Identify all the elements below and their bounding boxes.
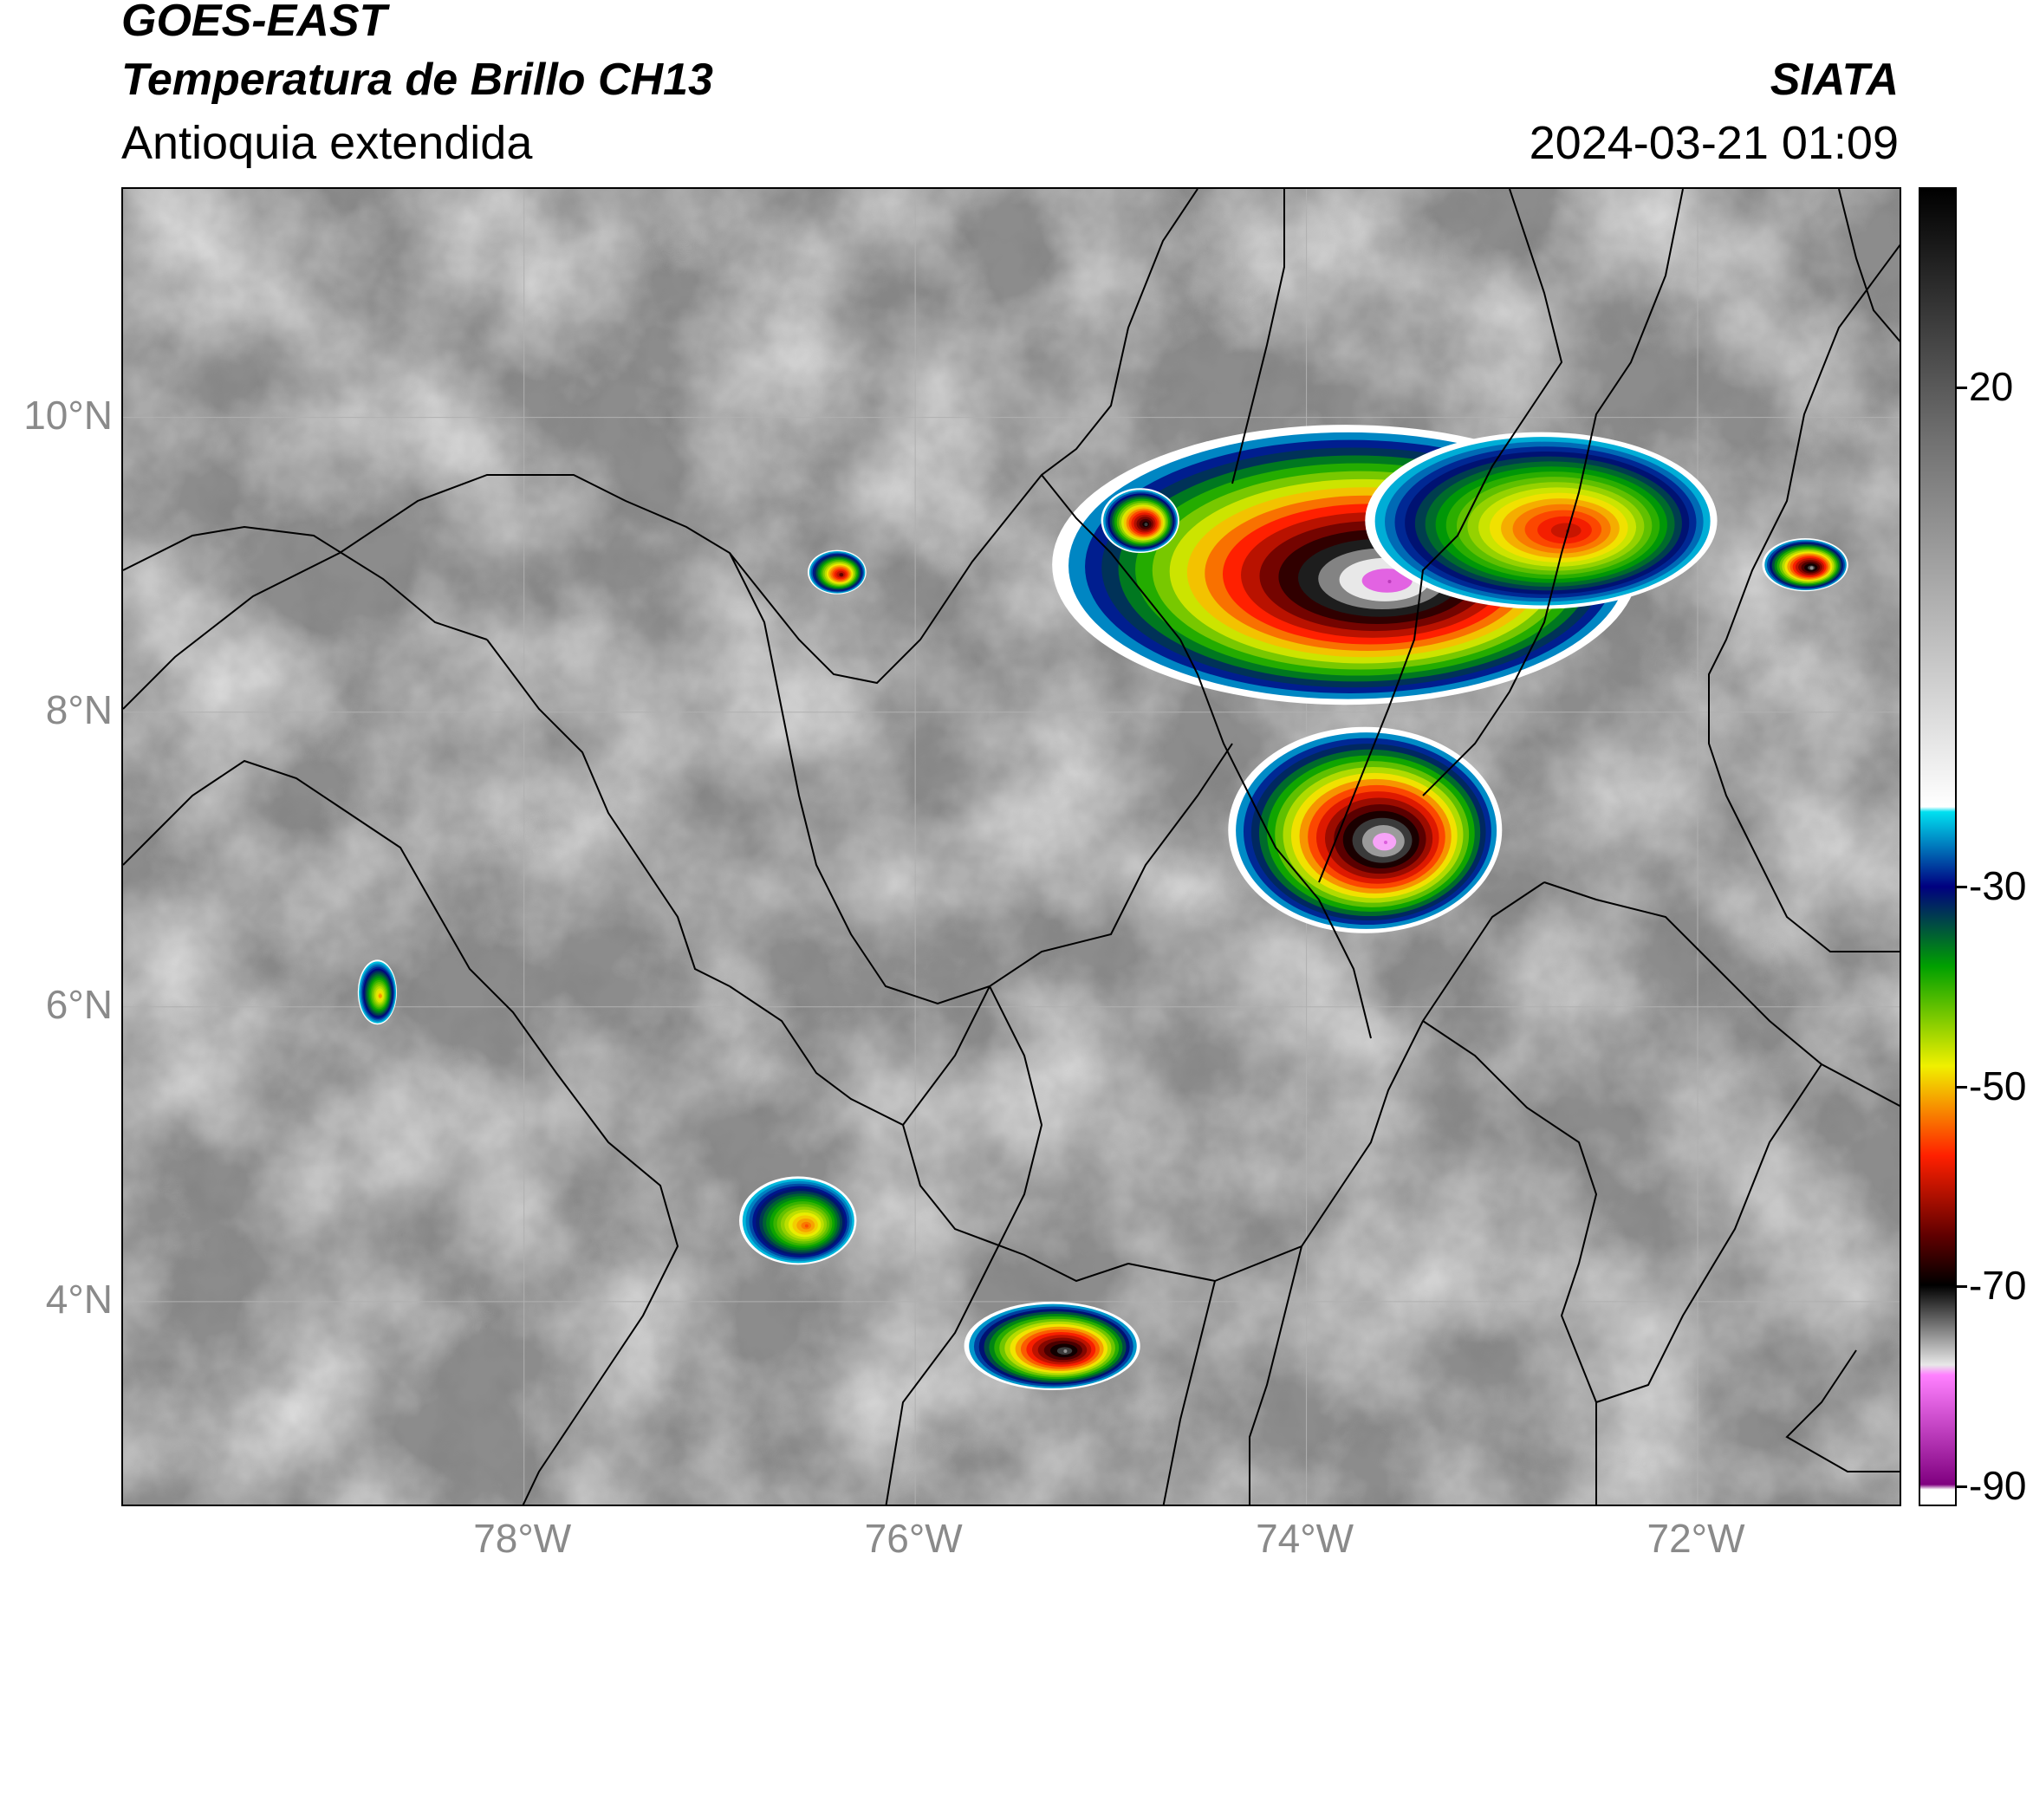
cell-contour bbox=[1383, 841, 1387, 845]
colorbar-label: -50 bbox=[1969, 1063, 2027, 1108]
cell-contour bbox=[1144, 523, 1148, 527]
coastline-maracaibo bbox=[1838, 189, 1900, 342]
political-borders bbox=[123, 189, 1900, 1505]
datetime-label: 2024-03-21 01:09 bbox=[1529, 117, 1899, 169]
graticule bbox=[123, 189, 1900, 1505]
lon-label: 76°W bbox=[864, 1516, 963, 1561]
map-canvas bbox=[123, 189, 1900, 1505]
lon-label: 74°W bbox=[1256, 1516, 1354, 1561]
texture-clouds bbox=[123, 189, 1900, 1505]
dept-border-7 bbox=[1422, 189, 1684, 796]
panama-inner bbox=[123, 525, 488, 640]
colorbar bbox=[1919, 187, 1957, 1506]
dept-border-12 bbox=[1595, 1063, 1822, 1403]
dept-border-13 bbox=[885, 985, 1043, 1505]
lat-label: 4°N bbox=[45, 1276, 113, 1322]
panama-colombia-border bbox=[486, 639, 731, 987]
colorbar-tick bbox=[1957, 386, 1967, 389]
dept-border-1 bbox=[729, 985, 1129, 1283]
storm-cell-uraba-cell bbox=[808, 549, 867, 595]
lon-label: 72°W bbox=[1647, 1516, 1745, 1561]
cell-contour bbox=[1809, 566, 1814, 570]
region-subtitle: Antioquia extendida bbox=[121, 117, 533, 169]
satellite-title: GOES-EAST bbox=[121, 0, 387, 46]
lat-label: 8°N bbox=[45, 686, 113, 732]
cell-contour bbox=[1387, 580, 1392, 584]
colorbar-tick bbox=[1957, 886, 1967, 889]
cell-contour bbox=[839, 573, 843, 577]
dept-border-2 bbox=[1127, 881, 1545, 1283]
storm-cell-choco-cell bbox=[739, 1176, 857, 1265]
venezuela-border bbox=[1708, 244, 1900, 952]
colorbar-label: -30 bbox=[1969, 863, 2027, 909]
storm-cell-central-cell bbox=[1228, 726, 1503, 933]
colorbar-tick bbox=[1957, 1085, 1967, 1089]
colorbar-label: 20 bbox=[1969, 363, 2014, 409]
colorbar-tick bbox=[1957, 1285, 1967, 1289]
colorbar-label: -70 bbox=[1969, 1263, 2027, 1309]
dept-border-6 bbox=[1318, 189, 1563, 883]
storm-cell-pacific-cell bbox=[357, 959, 397, 1025]
storm-cell-north-complex-east bbox=[1365, 432, 1718, 609]
dept-border-4 bbox=[1041, 474, 1372, 1039]
dept-border-9 bbox=[902, 743, 1233, 1126]
venezuela-inner bbox=[1785, 1349, 1900, 1472]
dept-border-8 bbox=[729, 552, 991, 1005]
dept-border-5 bbox=[1231, 189, 1285, 484]
lon-label: 78°W bbox=[473, 1516, 572, 1561]
lat-label: 10°N bbox=[23, 392, 113, 438]
storm-cell-sierra-cell bbox=[1101, 488, 1179, 554]
colorbar-tick bbox=[1957, 1485, 1967, 1488]
storm-cells bbox=[357, 425, 1848, 1390]
product-title: Temperatura de Brillo CH13 bbox=[121, 55, 713, 105]
coastline-caribbean bbox=[123, 189, 1198, 710]
satellite-map[interactable] bbox=[121, 187, 1901, 1506]
dept-border-14 bbox=[1162, 1280, 1216, 1505]
dept-border-11 bbox=[1422, 1020, 1598, 1505]
cell-contour bbox=[378, 994, 382, 998]
cell-contour bbox=[804, 1224, 809, 1228]
dept-border-10 bbox=[1249, 1245, 1302, 1505]
agency-label: SIATA bbox=[1770, 55, 1899, 105]
storm-cell-south-cell bbox=[964, 1301, 1140, 1390]
coastline-pacific bbox=[123, 759, 679, 1505]
cell-contour bbox=[1361, 569, 1413, 593]
colorbar-label: -90 bbox=[1969, 1462, 2027, 1508]
cell-contour bbox=[1063, 1349, 1068, 1354]
storm-cell-ne-cell bbox=[1762, 538, 1848, 592]
lat-label: 6°N bbox=[45, 981, 113, 1027]
